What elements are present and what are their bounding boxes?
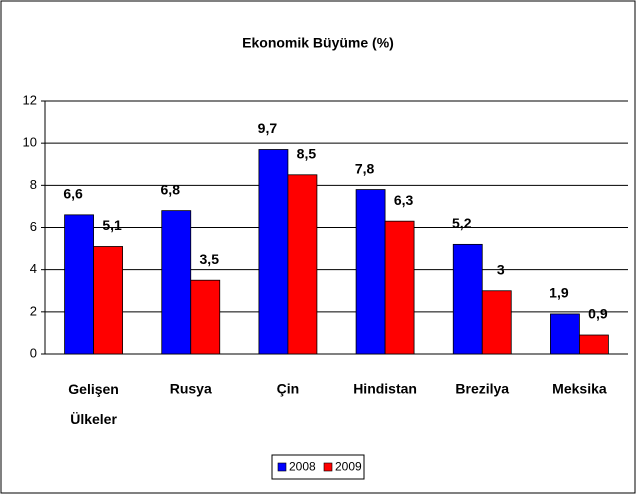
y-tick-label: 6 (30, 219, 37, 234)
bar (452, 243, 483, 355)
x-tick-label: Çin (277, 381, 300, 397)
y-tick-label: 12 (23, 92, 37, 107)
bar (287, 174, 318, 355)
bar (258, 149, 289, 355)
y-tick-label: 10 (23, 135, 37, 150)
y-tick-label: 0 (30, 345, 37, 360)
bar (384, 220, 415, 355)
value-label: 6,6 (63, 186, 83, 202)
legend-box (271, 454, 365, 480)
value-label: 5,1 (102, 217, 122, 233)
bar (93, 246, 123, 355)
chart-title: Ekonomik Büyüme (%) (242, 35, 394, 51)
value-label: 3,5 (200, 251, 220, 267)
y-tick-label: 8 (30, 177, 37, 192)
value-label: 8,5 (297, 145, 317, 161)
value-label: 3 (497, 261, 505, 277)
legend-swatch (277, 462, 287, 472)
legend-label: 2009 (335, 460, 362, 474)
value-label: 5,2 (452, 215, 472, 231)
bar (355, 189, 386, 355)
bar (579, 334, 609, 355)
x-tick-label: Rusya (170, 381, 212, 397)
value-label: 9,7 (258, 120, 278, 136)
bar (481, 290, 512, 355)
bar (190, 279, 221, 355)
bar (550, 313, 580, 355)
y-tick-label: 4 (30, 261, 37, 276)
value-label: 1,9 (549, 285, 569, 301)
value-label: 7,8 (355, 160, 375, 176)
y-tick-label: 2 (30, 303, 37, 318)
legend-label: 2008 (289, 460, 316, 474)
x-tick-label: Hindistan (353, 381, 417, 397)
x-tick-label: Gelişen Ülkeler (68, 381, 119, 427)
bar (161, 210, 192, 355)
x-tick-label: Brezilya (455, 381, 509, 397)
value-label: 6,8 (161, 181, 181, 197)
value-label: 0,9 (588, 306, 608, 322)
value-label: 6,3 (394, 192, 414, 208)
legend-swatch (323, 462, 333, 472)
x-tick-label: Meksika (552, 381, 607, 397)
bar (64, 214, 94, 355)
